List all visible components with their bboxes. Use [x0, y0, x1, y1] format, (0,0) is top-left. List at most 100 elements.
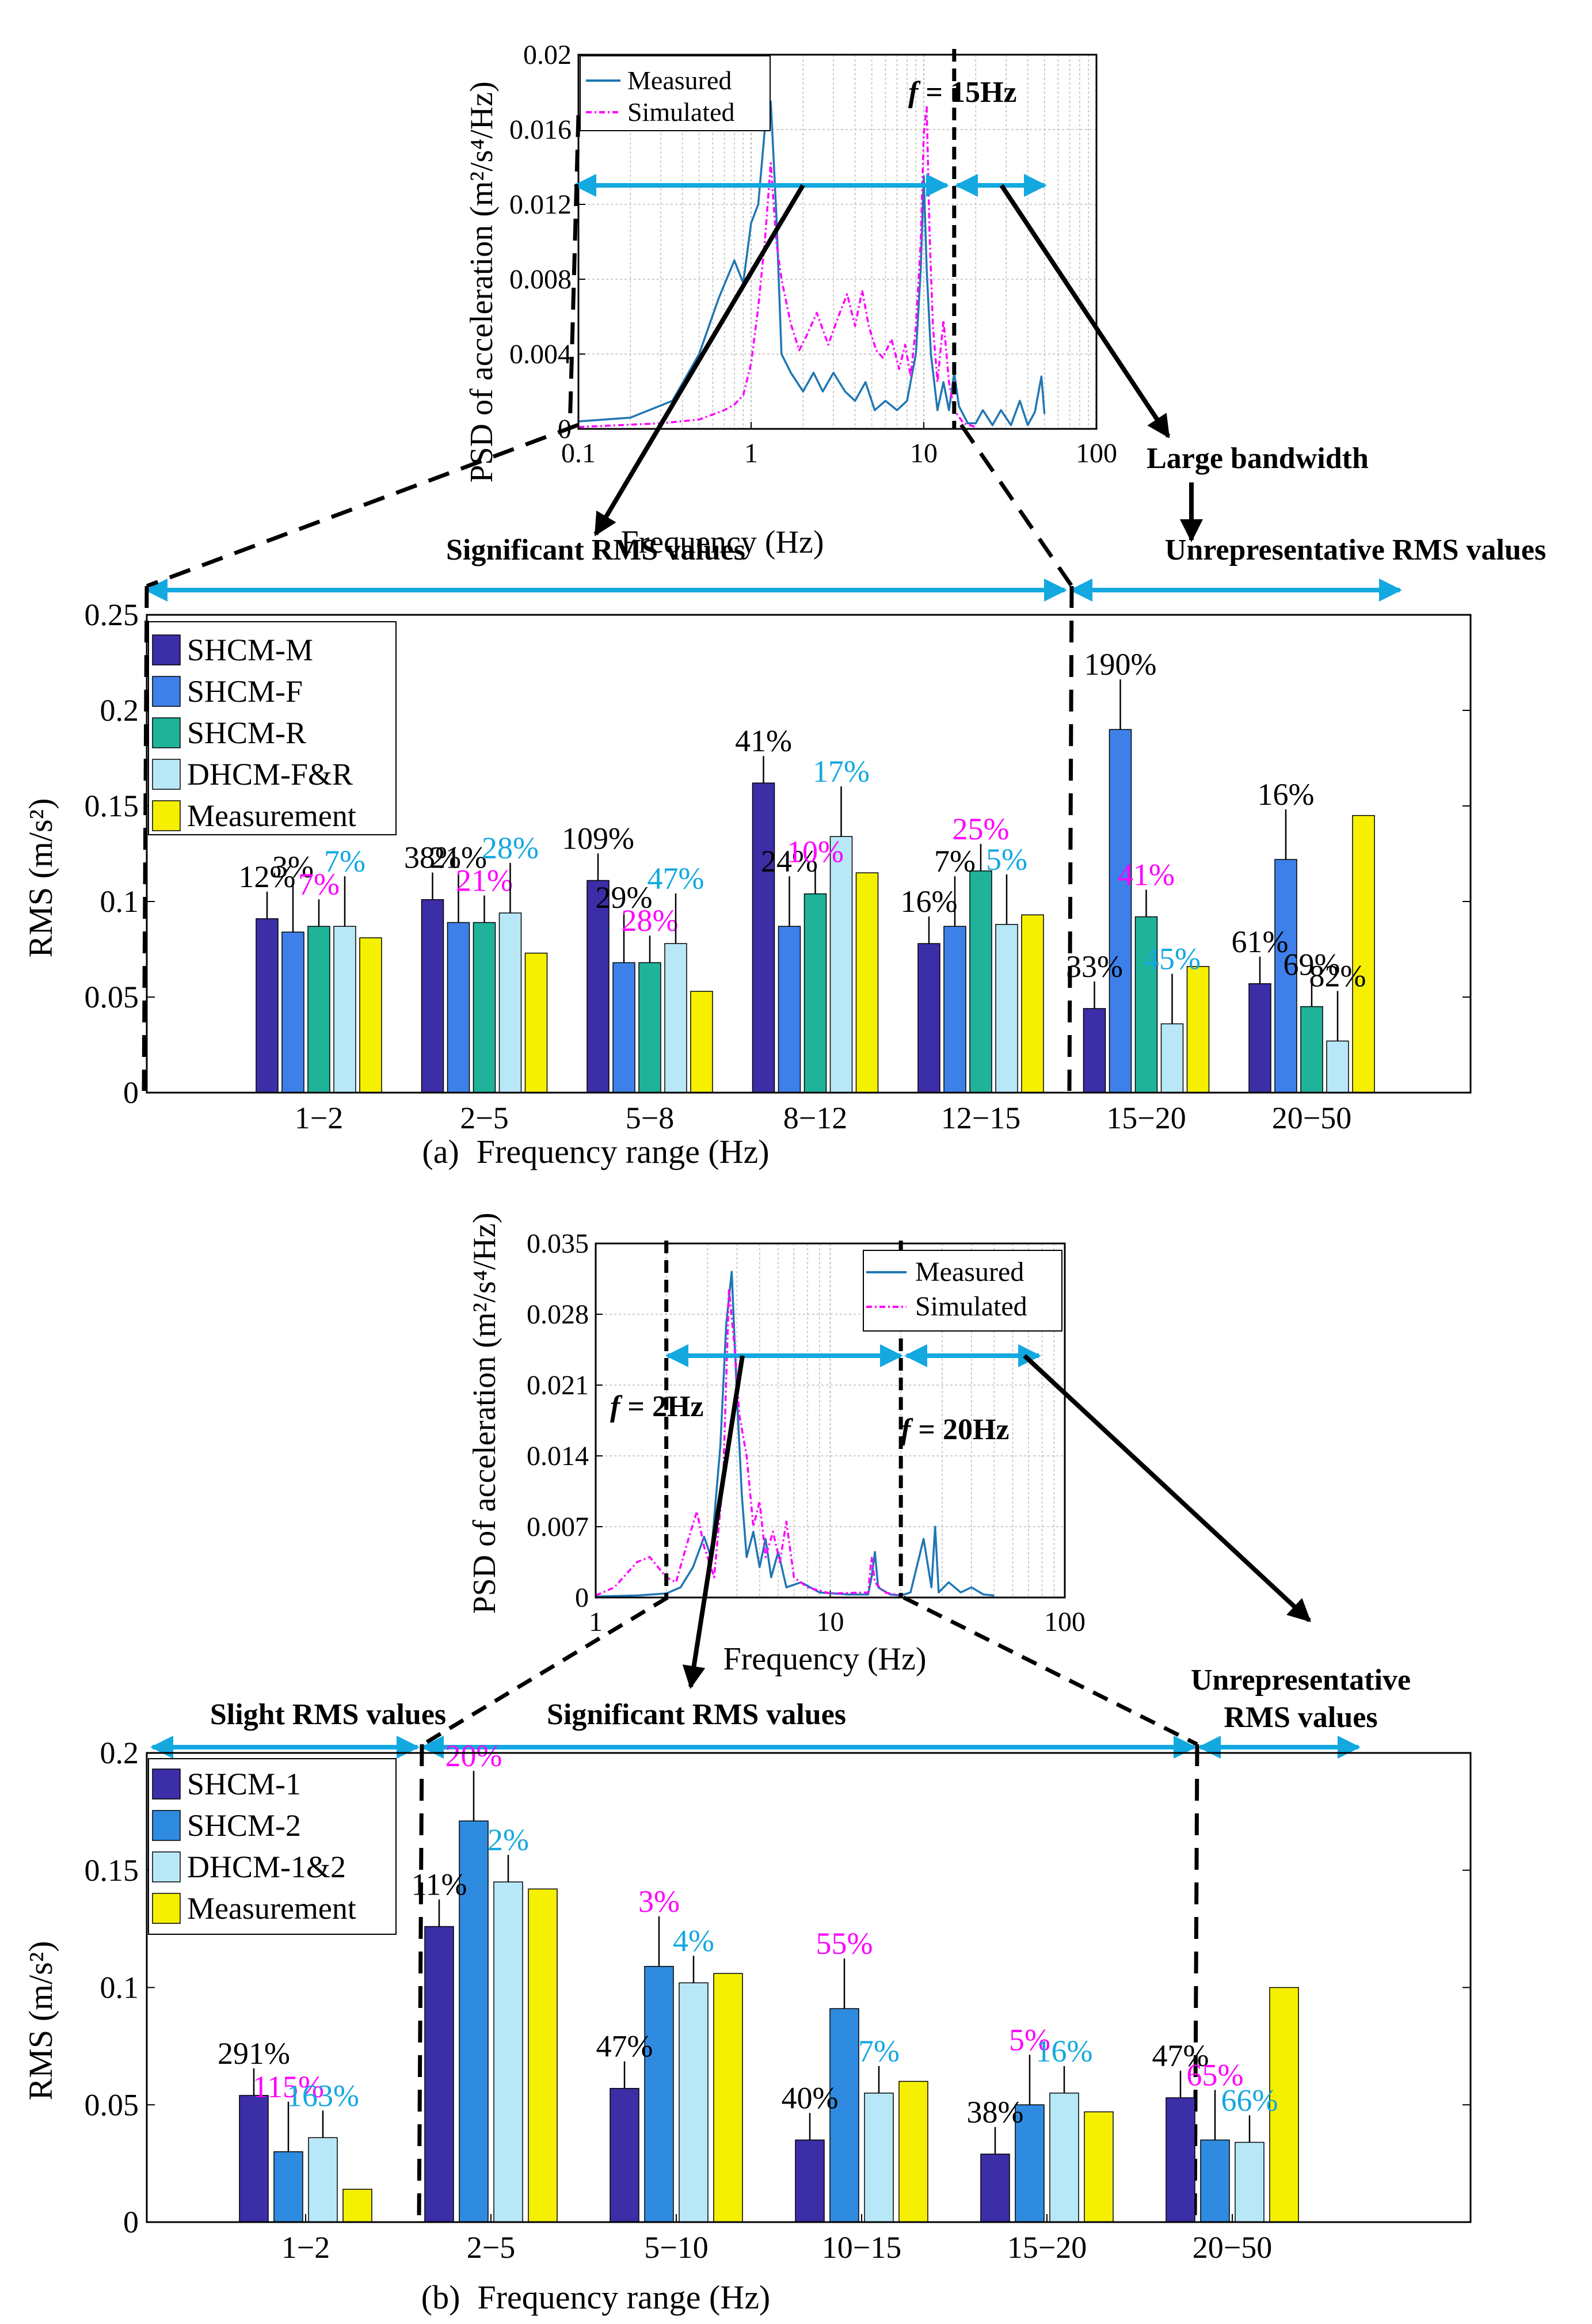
bar-dhcm-f-r-2 — [498, 912, 522, 1093]
bar-b-frame — [146, 1752, 1472, 2223]
psd-a-ylabel: PSD of acceleration (m²/s⁴/Hz) — [464, 81, 500, 482]
legend-swatch-shcm-1 — [152, 1768, 181, 1800]
percent-label: 7% — [324, 844, 365, 878]
psd-line-measured — [578, 100, 1046, 427]
unrep-b-label-line1: Unrepresentative — [1191, 1664, 1411, 1697]
bar-b-2hz-boundary — [417, 1744, 424, 2220]
bar-shcm-r-3 — [638, 962, 661, 1093]
legend-swatch-shcm-2 — [152, 1810, 181, 1841]
bar-shcm-m-1 — [256, 918, 279, 1093]
percent-label: 10% — [787, 835, 844, 869]
psd-xtick-label: 100 — [1076, 438, 1117, 469]
bar-shcm-m-5 — [917, 943, 940, 1093]
bar-dhcm-f-r-1 — [333, 926, 356, 1093]
significant-a-label: Significant RMS values — [446, 534, 745, 566]
percent-label: 47% — [648, 861, 704, 896]
percent-label: 190% — [1084, 647, 1157, 682]
psd-xtick-label: 1 — [744, 438, 758, 469]
percent-label: 41% — [1118, 858, 1175, 892]
bar-category-label: 5−8 — [626, 1101, 674, 1135]
zoom-dash-right-b — [902, 1595, 1198, 1747]
bar-a-15hz-boundary — [1067, 585, 1074, 1091]
bar-measurement-2 — [524, 952, 548, 1093]
psd-xtick-label: 100 — [1044, 1607, 1086, 1637]
bar-shcm-f-6 — [1109, 729, 1132, 1093]
pointer-significant-b — [682, 1355, 745, 1689]
bar-category-label: 5−10 — [644, 2230, 708, 2265]
percent-label: 7% — [298, 867, 340, 902]
pointer-significant-a — [593, 184, 805, 537]
legend-measured-label: Measured — [627, 66, 732, 95]
bar-b-xlabel: (b) Frequency range (Hz) — [421, 2279, 771, 2316]
psd-a-xlabel: Frequency (Hz) — [621, 524, 824, 560]
bar-shcm-r-2 — [473, 922, 496, 1093]
percent-label: 24% — [761, 844, 818, 878]
percent-label: 65% — [1187, 2057, 1244, 2092]
percent-label: 82% — [1309, 958, 1366, 993]
percent-label: 291% — [218, 2036, 290, 2071]
bar-b-ticks: 0 0.05 0.1 0.15 0.2 1−2 2−5 5−10 10−15 15−20 20−50 — [85, 1736, 1471, 2265]
percent-label: 28% — [482, 831, 539, 865]
bar-category-label: 12−15 — [941, 1101, 1020, 1135]
percent-label: 29% — [596, 880, 653, 915]
bar-shcm-r-1 — [307, 926, 330, 1093]
bar-b-percent-labels: 291%115%163% 11% 20% 2% 47% 3% 4% 40% 55% 7% 38% 5%… — [218, 1739, 1278, 2154]
bar-shcm-f-3 — [612, 962, 635, 1093]
f20-label: f = 20Hz — [901, 1413, 1010, 1446]
psd-b-ylabel: PSD of acceleration (m²/s⁴/Hz) — [467, 1212, 502, 1614]
bar-a-bars — [256, 729, 1375, 1093]
bar-a-ylabel: RMS (m/s²) — [22, 798, 59, 958]
f2-label: f = 2Hz — [610, 1390, 704, 1423]
bar-shcm-1-1 — [239, 2095, 269, 2223]
percent-label: 3% — [638, 1884, 680, 1919]
bar-shcm-m-6 — [1083, 1008, 1106, 1093]
percent-label: 7% — [934, 844, 976, 878]
legend-swatch-measurement — [152, 800, 181, 831]
bar-shcm-r-5 — [969, 870, 992, 1093]
bar-category-label: 1−2 — [281, 2230, 330, 2265]
bar-ytick-label: 0.1 — [100, 884, 139, 919]
legend-label-measurement: Measurement — [187, 1891, 356, 1926]
bar-dhcm-1-2-1 — [308, 2137, 338, 2223]
bar-shcm-f-2 — [447, 922, 470, 1093]
bar-b-ylabel: RMS (m/s²) — [22, 1941, 59, 2101]
percent-label: 109% — [562, 821, 634, 855]
percent-label: 41% — [735, 724, 792, 758]
bar-shcm-2-2 — [459, 1820, 489, 2223]
bar-shcm-1-2 — [424, 1926, 454, 2223]
bar-category-label: 10−15 — [822, 2230, 901, 2265]
bar-category-label: 20−50 — [1193, 2230, 1272, 2265]
bar-dhcm-f-r-5 — [995, 924, 1018, 1093]
bar-shcm-f-5 — [943, 926, 966, 1093]
percent-label: 163% — [287, 2078, 359, 2113]
legend-swatch-measurement — [152, 1893, 181, 1924]
f15-label: f = 15Hz — [908, 76, 1017, 109]
psd-b-xlabel: Frequency (Hz) — [723, 1641, 927, 1677]
legend-label-shcm-2: SHCM-2 — [187, 1808, 301, 1843]
psd-a-grid — [578, 55, 1096, 429]
bar-a-legend-items: SHCM-M SHCM-F SHCM-R DHCM-F&R Measurement — [152, 633, 356, 833]
bar-dhcm-1-2-2 — [493, 1881, 523, 2223]
bar-shcm-1-6 — [1166, 2097, 1195, 2223]
bar-dhcm-1-2-4 — [864, 2093, 894, 2223]
percent-label: 2% — [487, 1823, 529, 1857]
bar-dhcm-1-2-6 — [1235, 2142, 1265, 2223]
psd-ytick-label: 0 — [575, 1583, 589, 1613]
percent-label: 20% — [445, 1739, 502, 1773]
legend-label-shcm-r: SHCM-R — [187, 716, 306, 750]
psd-ytick-label: 0.016 — [509, 115, 572, 145]
bar-b-legend: SHCM-1 SHCM-2 DHCM-1&2 Measurement — [148, 1758, 397, 1935]
psd-b-frame — [595, 1242, 1066, 1599]
bar-a-legend: SHCM-M SHCM-F SHCM-R DHCM-F&R Measurement — [148, 621, 397, 835]
bar-b-legend-box — [148, 1758, 397, 1935]
percent-label: 5% — [986, 842, 1027, 877]
bar-a-frame — [146, 614, 1472, 1094]
percent-label: 7% — [858, 2034, 900, 2068]
percent-label: 16% — [1258, 777, 1315, 812]
bar-shcm-f-7 — [1274, 859, 1297, 1093]
psd-ytick-label: 0.007 — [527, 1512, 589, 1542]
psd-ytick-label: 0.004 — [509, 339, 572, 370]
bar-ytick-label: 0 — [123, 2205, 139, 2239]
bar-dhcm-f-r-4 — [829, 836, 853, 1093]
